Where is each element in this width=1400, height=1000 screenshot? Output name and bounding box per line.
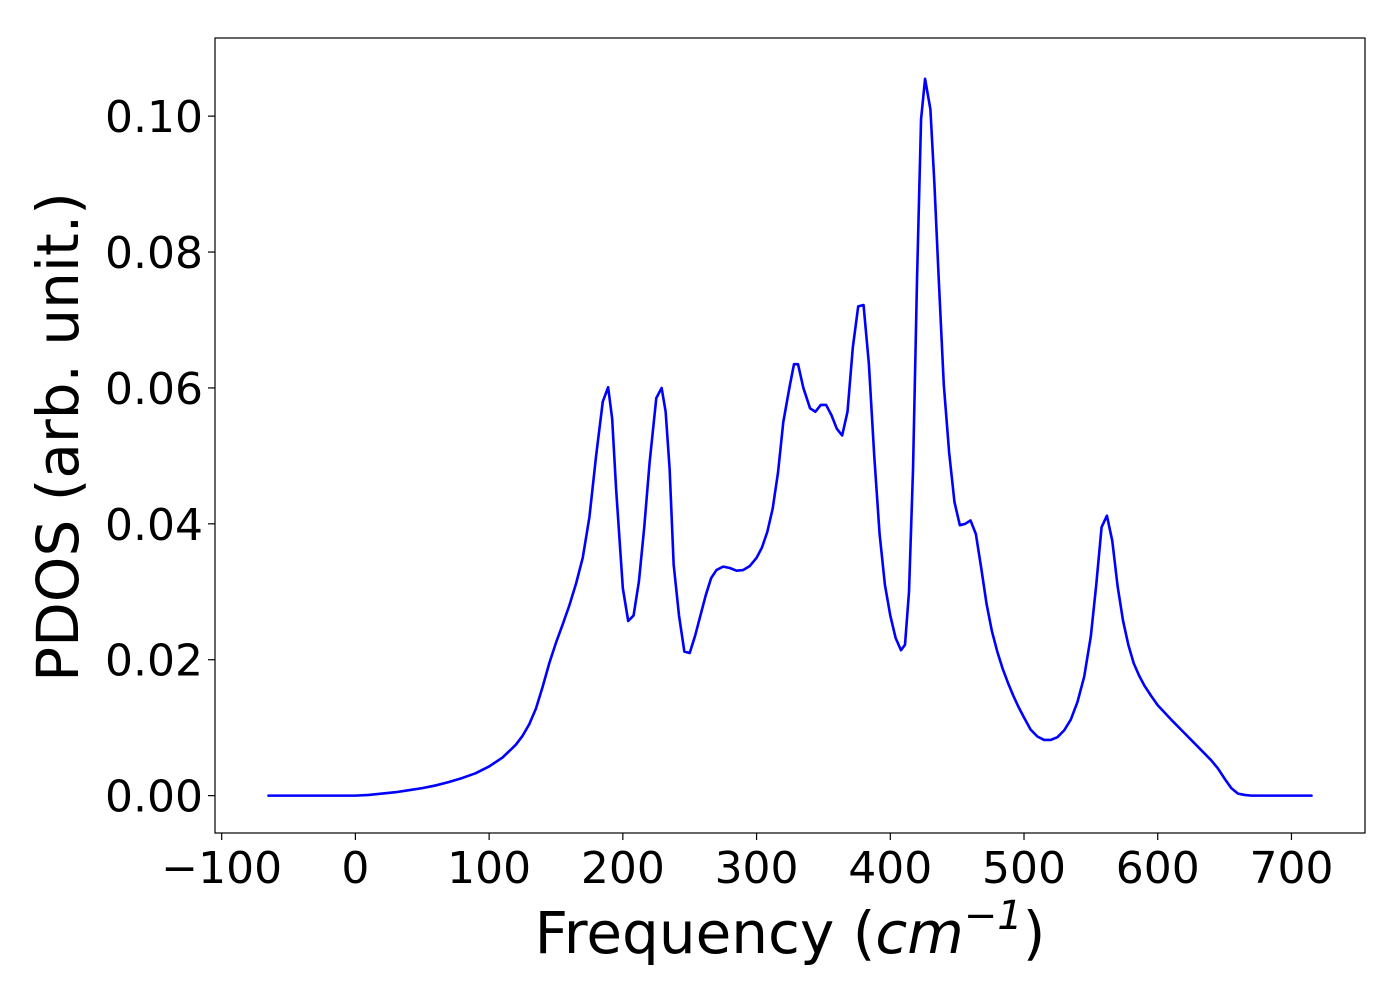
plot-area (214, 37, 1366, 834)
y-tick-label: 0.00 (105, 772, 203, 823)
series-line-0 (267, 77, 1313, 797)
x-axis-label-close: ) (1023, 899, 1046, 967)
y-tick-label: 0.04 (105, 500, 203, 551)
x-tick-label: 200 (581, 843, 665, 894)
x-axis-unit-base: cm (875, 899, 963, 967)
x-tick-label: 0 (341, 843, 369, 894)
x-axis-label-text: Frequency (535, 899, 835, 967)
x-tick-label: 100 (447, 843, 531, 894)
x-tick-label: −100 (161, 843, 282, 894)
x-tick-label: 300 (715, 843, 799, 894)
y-tick-label: 0.08 (105, 228, 203, 279)
x-tick-label: 400 (848, 843, 932, 894)
x-tick-label: 700 (1249, 843, 1333, 894)
x-tick-label: 500 (982, 843, 1066, 894)
y-axis-ticks: 0.00 0.02 0.04 0.06 0.08 0.10 (105, 92, 215, 823)
y-tick-label: 0.10 (105, 92, 203, 143)
y-tick-label: 0.02 (105, 636, 203, 687)
y-tick-label: 0.06 (105, 364, 203, 415)
y-axis-label: PDOS (arb. unit.) (24, 192, 92, 682)
x-axis-ticks: −100 0 100 200 300 400 500 600 700 (161, 833, 1333, 894)
x-axis-unit-exponent: −1 (964, 893, 1023, 939)
axes-frame (214, 37, 1366, 834)
x-axis-label: Frequency (cm−1) (535, 893, 1046, 967)
x-tick-label: 600 (1116, 843, 1200, 894)
